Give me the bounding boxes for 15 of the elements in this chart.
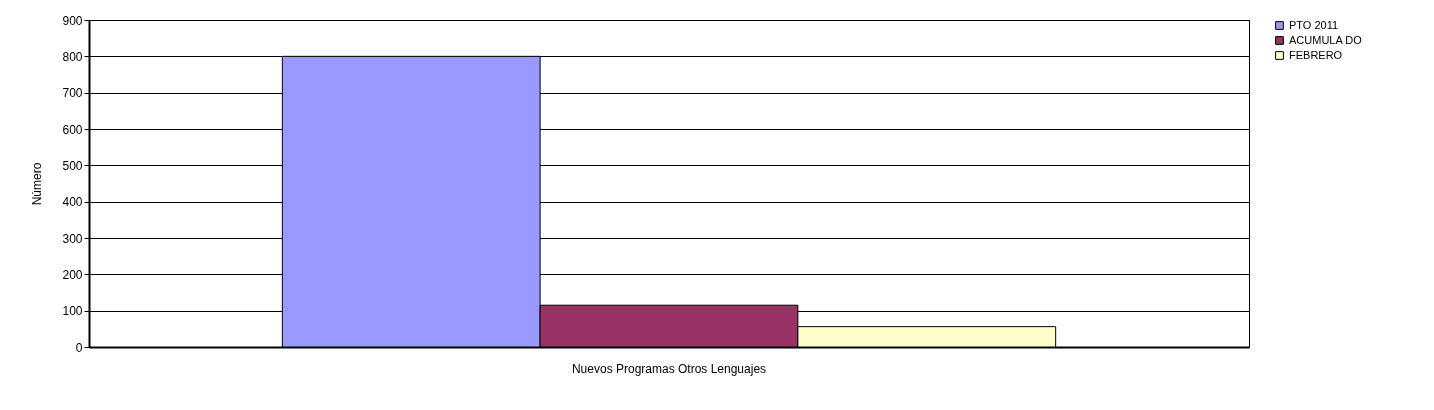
y-tick-label: 300	[62, 231, 83, 246]
legend-label: FEBRERO	[1289, 48, 1343, 61]
y-tick-label: 100	[62, 304, 83, 319]
y-tick-label: 800	[62, 49, 83, 64]
y-tick-label: 900	[62, 13, 83, 28]
y-axis-title: Número	[30, 162, 45, 206]
x-tick-label: Nuevos Programas Otros Lenguajes	[571, 361, 767, 376]
y-tick-label: 700	[62, 86, 83, 101]
y-tick-label: 200	[62, 267, 83, 282]
legend-label: ACUMULA DO	[1289, 33, 1363, 46]
y-tick-label: 400	[62, 195, 83, 210]
y-tick-label: 0	[75, 340, 83, 355]
y-tick-label: 500	[62, 158, 83, 173]
legend-label: PTO 2011	[1289, 18, 1339, 31]
y-tick-label: 600	[62, 122, 83, 137]
